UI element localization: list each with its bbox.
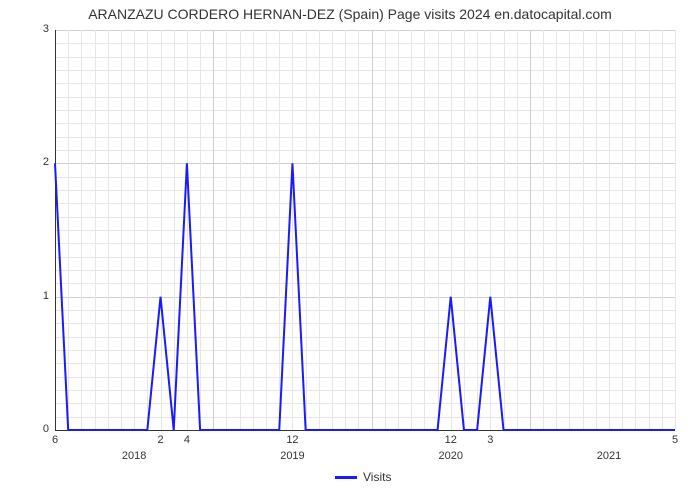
chart-container: ARANZAZU CORDERO HERNAN-DEZ (Spain) Page… xyxy=(0,0,700,500)
x-year-label: 2020 xyxy=(438,450,462,462)
y-tick-label: 2 xyxy=(31,156,49,168)
legend-swatch xyxy=(335,476,357,479)
x-tick-label: 12 xyxy=(445,434,457,446)
x-year-label: 2021 xyxy=(597,450,621,462)
x-tick-label: 2 xyxy=(157,434,163,446)
legend: Visits xyxy=(335,470,391,484)
legend-label: Visits xyxy=(363,470,391,484)
x-tick-label: 12 xyxy=(286,434,298,446)
x-year-label: 2019 xyxy=(280,450,304,462)
x-year-label: 2018 xyxy=(122,450,146,462)
gridline-v xyxy=(675,30,676,430)
plot-area xyxy=(55,30,675,430)
x-tick-label: 6 xyxy=(52,434,58,446)
x-tick-label: 4 xyxy=(184,434,190,446)
x-tick-label: 5 xyxy=(672,434,678,446)
y-tick-label: 1 xyxy=(31,290,49,302)
series-line xyxy=(55,30,675,430)
chart-title: ARANZAZU CORDERO HERNAN-DEZ (Spain) Page… xyxy=(0,6,700,22)
y-tick-label: 3 xyxy=(31,23,49,35)
y-tick-label: 0 xyxy=(31,423,49,435)
x-tick-label: 3 xyxy=(487,434,493,446)
